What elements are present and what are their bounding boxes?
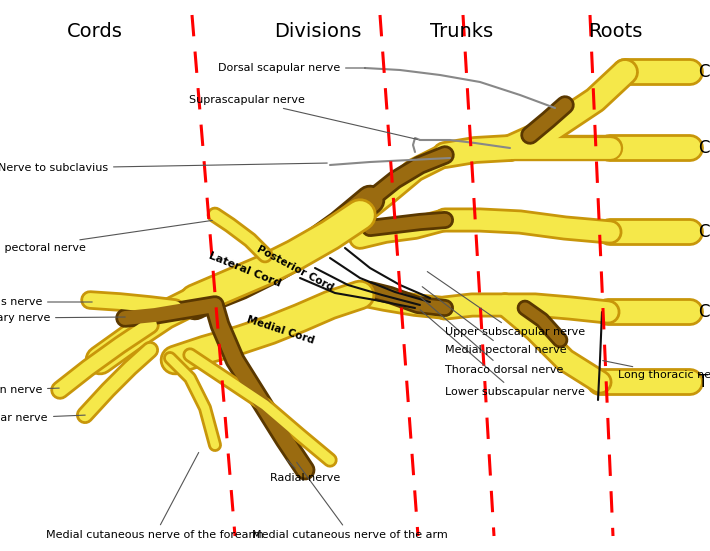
Text: T1: T1	[698, 373, 710, 391]
Text: Roots: Roots	[588, 22, 642, 41]
Text: Ulnar nerve: Ulnar nerve	[0, 413, 85, 423]
Text: Medial cutaneous nerve of the arm: Medial cutaneous nerve of the arm	[252, 462, 448, 540]
Text: Nerve to subclavius: Nerve to subclavius	[0, 163, 327, 173]
Text: Musculocutaneous nerve: Musculocutaneous nerve	[0, 297, 92, 307]
Text: Medial pectoral nerve: Medial pectoral nerve	[422, 287, 567, 355]
Text: Lateral pectoral nerve: Lateral pectoral nerve	[0, 220, 212, 253]
Text: Lower subscapular nerve: Lower subscapular nerve	[420, 310, 585, 397]
Text: Medial cutaneous nerve of the forearm: Medial cutaneous nerve of the forearm	[46, 452, 264, 540]
Text: Dorsal scapular nerve: Dorsal scapular nerve	[218, 63, 365, 73]
Text: Axillary nerve: Axillary nerve	[0, 313, 125, 323]
Text: Cords: Cords	[67, 22, 123, 41]
Text: Divisions: Divisions	[274, 22, 361, 41]
Text: C6: C6	[698, 139, 710, 157]
Text: C8: C8	[698, 303, 710, 321]
Text: Lateral Cord: Lateral Cord	[207, 251, 283, 289]
Text: Radial nerve: Radial nerve	[270, 460, 340, 483]
Text: Trunks: Trunks	[430, 22, 493, 41]
Text: C5: C5	[698, 63, 710, 81]
Text: Posterior Cord: Posterior Cord	[255, 244, 335, 293]
Text: Median nerve: Median nerve	[0, 385, 59, 395]
Text: Suprascapular nerve: Suprascapular nerve	[189, 95, 417, 139]
Text: Long thoracic nerve: Long thoracic nerve	[603, 360, 710, 380]
Text: Thoraco dorsal nerve: Thoraco dorsal nerve	[420, 297, 563, 375]
Text: C7: C7	[698, 223, 710, 241]
Text: Upper subscapular nerve: Upper subscapular nerve	[427, 272, 585, 337]
Text: Medial Cord: Medial Cord	[245, 315, 315, 345]
